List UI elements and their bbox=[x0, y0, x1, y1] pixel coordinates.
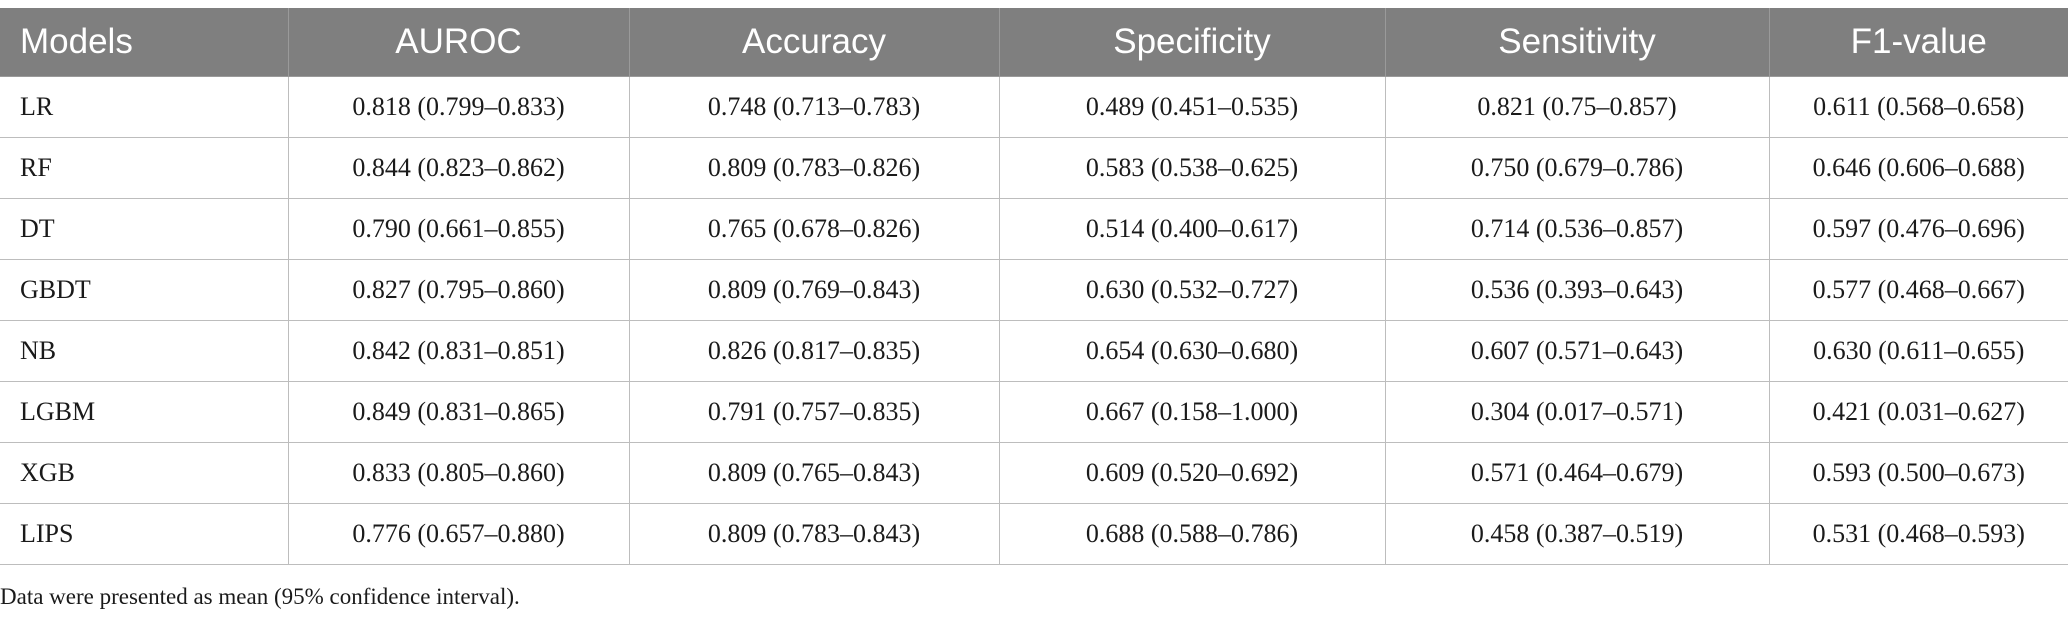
accuracy-cell: 0.748 (0.713–0.783) bbox=[628, 76, 999, 138]
f1-value-cell: 0.421 (0.031–0.627) bbox=[1768, 381, 2068, 443]
model-name-cell: LIPS bbox=[0, 503, 288, 565]
table-row: LGBM 0.849 (0.831–0.865) 0.791 (0.757–0.… bbox=[0, 381, 2068, 443]
table-header: Models AUROC Accuracy Specificity Sensit… bbox=[0, 8, 2068, 77]
accuracy-cell: 0.809 (0.783–0.843) bbox=[628, 503, 999, 565]
header-accuracy: Accuracy bbox=[628, 8, 999, 77]
model-performance-table: Models AUROC Accuracy Specificity Sensit… bbox=[0, 8, 2068, 565]
header-f1-value: F1-value bbox=[1768, 8, 2068, 77]
accuracy-cell: 0.791 (0.757–0.835) bbox=[628, 381, 999, 443]
accuracy-cell: 0.809 (0.769–0.843) bbox=[628, 259, 999, 321]
specificity-cell: 0.688 (0.588–0.786) bbox=[998, 503, 1385, 565]
specificity-cell: 0.514 (0.400–0.617) bbox=[998, 198, 1385, 260]
model-name-cell: LR bbox=[0, 76, 288, 138]
f1-value-cell: 0.611 (0.568–0.658) bbox=[1768, 76, 2068, 138]
sensitivity-cell: 0.304 (0.017–0.571) bbox=[1384, 381, 1769, 443]
results-table-container: Models AUROC Accuracy Specificity Sensit… bbox=[0, 8, 2068, 565]
table-row: LIPS 0.776 (0.657–0.880) 0.809 (0.783–0.… bbox=[0, 503, 2068, 565]
table-row: LR 0.818 (0.799–0.833) 0.748 (0.713–0.78… bbox=[0, 76, 2068, 138]
sensitivity-cell: 0.458 (0.387–0.519) bbox=[1384, 503, 1769, 565]
table-row: NB 0.842 (0.831–0.851) 0.826 (0.817–0.83… bbox=[0, 320, 2068, 382]
table-row: GBDT 0.827 (0.795–0.860) 0.809 (0.769–0.… bbox=[0, 259, 2068, 321]
specificity-cell: 0.630 (0.532–0.727) bbox=[998, 259, 1385, 321]
table-footnote: Data were presented as mean (95% confide… bbox=[0, 584, 520, 609]
auroc-cell: 0.842 (0.831–0.851) bbox=[287, 320, 629, 382]
specificity-cell: 0.667 (0.158–1.000) bbox=[998, 381, 1385, 443]
sensitivity-cell: 0.821 (0.75–0.857) bbox=[1384, 76, 1769, 138]
sensitivity-cell: 0.536 (0.393–0.643) bbox=[1384, 259, 1769, 321]
sensitivity-cell: 0.750 (0.679–0.786) bbox=[1384, 137, 1769, 199]
model-name-cell: NB bbox=[0, 320, 288, 382]
accuracy-cell: 0.826 (0.817–0.835) bbox=[628, 320, 999, 382]
f1-value-cell: 0.531 (0.468–0.593) bbox=[1768, 503, 2068, 565]
header-models: Models bbox=[0, 8, 288, 77]
auroc-cell: 0.849 (0.831–0.865) bbox=[287, 381, 629, 443]
auroc-cell: 0.833 (0.805–0.860) bbox=[287, 442, 629, 504]
f1-value-cell: 0.630 (0.611–0.655) bbox=[1768, 320, 2068, 382]
header-specificity: Specificity bbox=[998, 8, 1385, 77]
accuracy-cell: 0.809 (0.783–0.826) bbox=[628, 137, 999, 199]
header-row: Models AUROC Accuracy Specificity Sensit… bbox=[0, 8, 2068, 77]
table-body: LR 0.818 (0.799–0.833) 0.748 (0.713–0.78… bbox=[0, 76, 2068, 565]
auroc-cell: 0.776 (0.657–0.880) bbox=[287, 503, 629, 565]
table-row: RF 0.844 (0.823–0.862) 0.809 (0.783–0.82… bbox=[0, 137, 2068, 199]
specificity-cell: 0.654 (0.630–0.680) bbox=[998, 320, 1385, 382]
auroc-cell: 0.844 (0.823–0.862) bbox=[287, 137, 629, 199]
auroc-cell: 0.827 (0.795–0.860) bbox=[287, 259, 629, 321]
specificity-cell: 0.489 (0.451–0.535) bbox=[998, 76, 1385, 138]
auroc-cell: 0.818 (0.799–0.833) bbox=[287, 76, 629, 138]
table-row: XGB 0.833 (0.805–0.860) 0.809 (0.765–0.8… bbox=[0, 442, 2068, 504]
header-auroc: AUROC bbox=[287, 8, 629, 77]
model-name-cell: GBDT bbox=[0, 259, 288, 321]
auroc-cell: 0.790 (0.661–0.855) bbox=[287, 198, 629, 260]
f1-value-cell: 0.577 (0.468–0.667) bbox=[1768, 259, 2068, 321]
model-name-cell: DT bbox=[0, 198, 288, 260]
f1-value-cell: 0.597 (0.476–0.696) bbox=[1768, 198, 2068, 260]
sensitivity-cell: 0.607 (0.571–0.643) bbox=[1384, 320, 1769, 382]
specificity-cell: 0.583 (0.538–0.625) bbox=[998, 137, 1385, 199]
sensitivity-cell: 0.714 (0.536–0.857) bbox=[1384, 198, 1769, 260]
accuracy-cell: 0.809 (0.765–0.843) bbox=[628, 442, 999, 504]
f1-value-cell: 0.646 (0.606–0.688) bbox=[1768, 137, 2068, 199]
table-row: DT 0.790 (0.661–0.855) 0.765 (0.678–0.82… bbox=[0, 198, 2068, 260]
model-name-cell: LGBM bbox=[0, 381, 288, 443]
header-sensitivity: Sensitivity bbox=[1384, 8, 1769, 77]
accuracy-cell: 0.765 (0.678–0.826) bbox=[628, 198, 999, 260]
model-name-cell: RF bbox=[0, 137, 288, 199]
sensitivity-cell: 0.571 (0.464–0.679) bbox=[1384, 442, 1769, 504]
f1-value-cell: 0.593 (0.500–0.673) bbox=[1768, 442, 2068, 504]
specificity-cell: 0.609 (0.520–0.692) bbox=[998, 442, 1385, 504]
model-name-cell: XGB bbox=[0, 442, 288, 504]
